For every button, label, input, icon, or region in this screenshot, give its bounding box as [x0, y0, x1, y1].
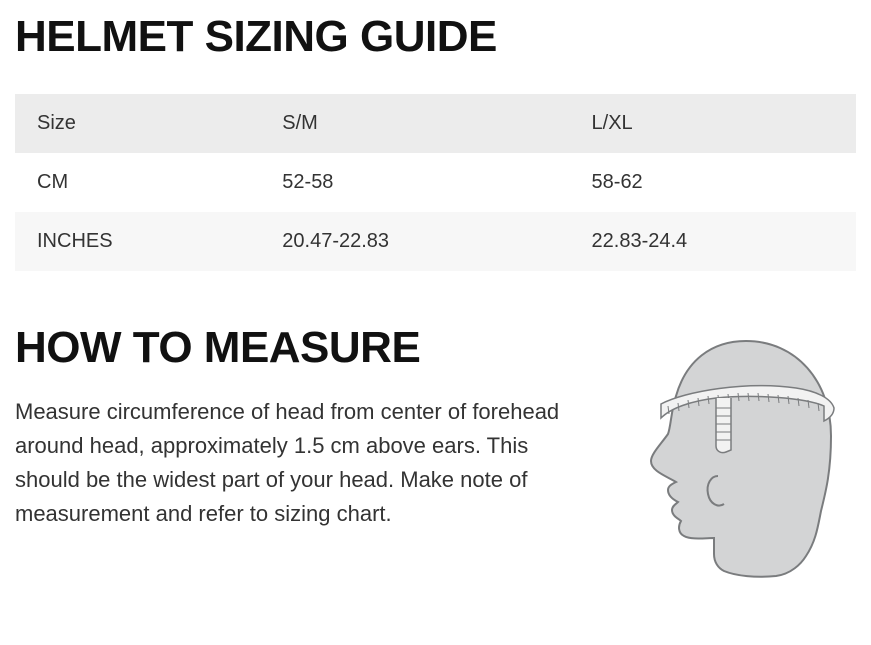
table-row: INCHES 20.47-22.83 22.83-24.4: [15, 212, 856, 271]
cell-in-lxl: 22.83-24.4: [570, 212, 856, 271]
table-header-row: Size S/M L/XL: [15, 94, 856, 153]
cell-cm-sm: 52-58: [260, 153, 569, 212]
sizing-table: Size S/M L/XL CM 52-58 58-62 INCHES 20.4…: [15, 94, 856, 271]
col-lxl: L/XL: [570, 94, 856, 153]
col-sm: S/M: [260, 94, 569, 153]
cell-in-label: INCHES: [15, 212, 260, 271]
table-row: CM 52-58 58-62: [15, 153, 856, 212]
measure-title: HOW TO MEASURE: [15, 326, 566, 370]
page-title: HELMET SIZING GUIDE: [15, 15, 856, 59]
measure-text-block: HOW TO MEASURE Measure circumference of …: [15, 326, 566, 531]
measure-section: HOW TO MEASURE Measure circumference of …: [15, 326, 856, 586]
col-size: Size: [15, 94, 260, 153]
cell-cm-lxl: 58-62: [570, 153, 856, 212]
cell-cm-label: CM: [15, 153, 260, 212]
cell-in-sm: 20.47-22.83: [260, 212, 569, 271]
head-measure-icon: [596, 326, 856, 586]
measure-paragraph: Measure circumference of head from cente…: [15, 395, 566, 531]
